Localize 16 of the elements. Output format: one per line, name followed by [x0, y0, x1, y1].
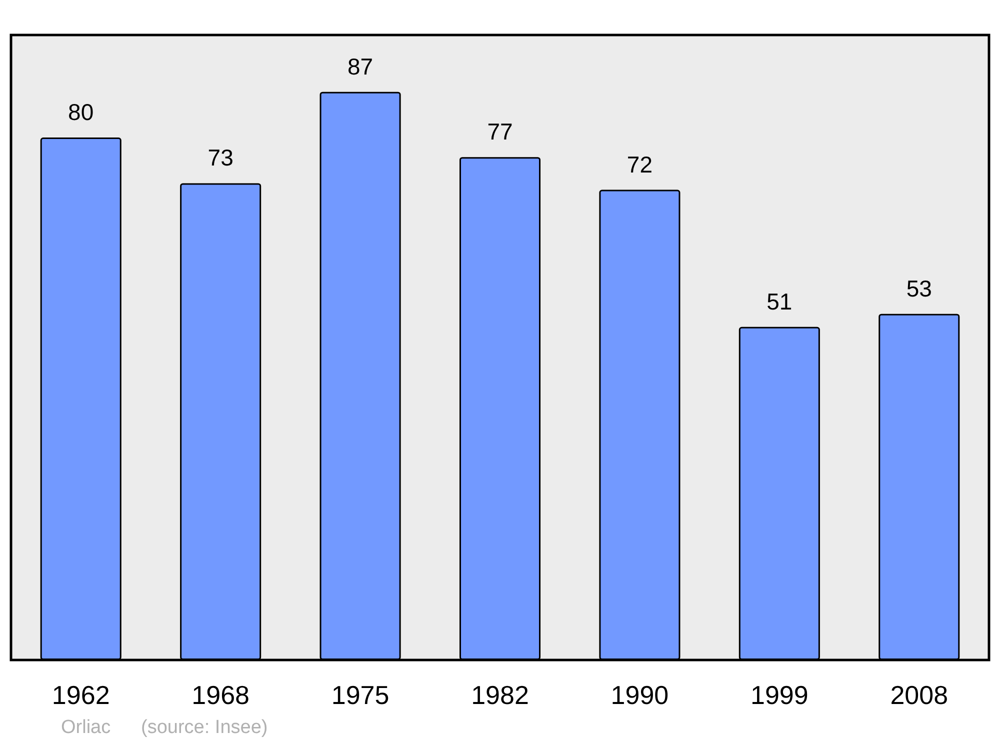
text: Orliac — [61, 717, 111, 738]
data-label: 73 — [208, 144, 234, 171]
data-label: 51 — [766, 288, 792, 314]
x-tick-label: 2008 — [890, 680, 948, 710]
x-tick-label: 1982 — [471, 680, 529, 710]
data-label: 77 — [487, 118, 513, 145]
text: (source: Insee) — [141, 717, 268, 738]
x-tick-label: 1999 — [750, 680, 808, 710]
x-tick-label: 1962 — [52, 680, 110, 710]
data-label: 53 — [906, 275, 932, 302]
data-label: 72 — [626, 151, 653, 178]
x-tick-label: 1975 — [331, 680, 390, 710]
x-tick-label: 1990 — [610, 680, 669, 710]
x-tick-label: 1968 — [192, 680, 250, 710]
data-label: 87 — [347, 53, 374, 80]
data-label: 80 — [68, 99, 94, 126]
